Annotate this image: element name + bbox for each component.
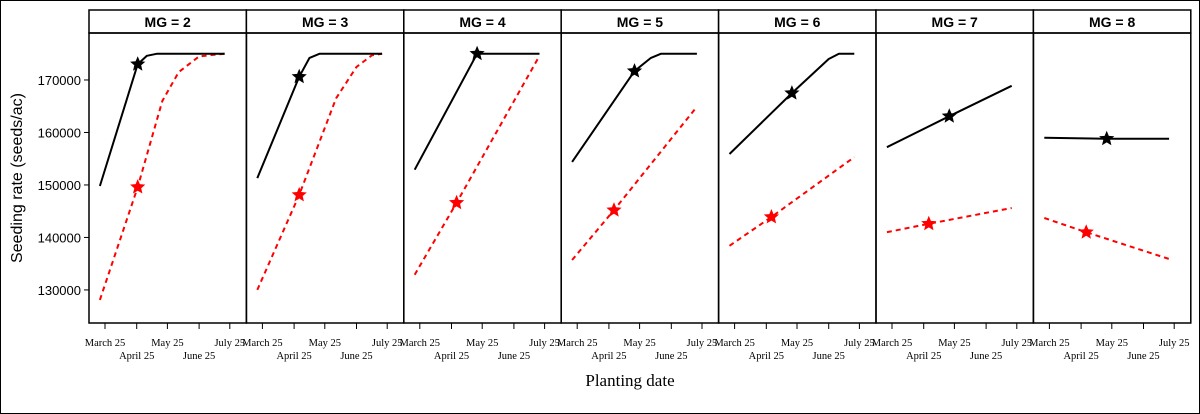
x-tick-label: May 25 (151, 338, 183, 349)
panel-plot-area (717, 32, 877, 324)
panel-plot-area (875, 32, 1035, 324)
red-star-marker (1078, 224, 1094, 239)
x-tick-label: April 25 (276, 351, 311, 362)
x-tick-label: June 25 (970, 351, 1002, 362)
red-series-line (98, 52, 225, 301)
black-star-marker (1099, 130, 1115, 146)
panel-8: MG = 8 March 25 April 25 May 25 June 25July … (1029, 9, 1192, 362)
panel-plot-area (245, 32, 405, 324)
x-tick-label: April 25 (119, 351, 154, 362)
x-tick-label: March 25 (1029, 338, 1070, 349)
y-tick-label: 150000 (38, 178, 81, 193)
red-star-marker (921, 215, 937, 231)
x-tick-label: March 25 (714, 338, 755, 349)
black-star-marker (130, 56, 146, 71)
red-star-marker (606, 202, 622, 217)
black-series-line (413, 52, 540, 171)
red-series-line (728, 156, 855, 247)
black-star-marker (941, 108, 957, 123)
x-tick-label: July 25 (1001, 338, 1032, 349)
black-star-marker (291, 68, 307, 84)
panel-title: MG = 7 (932, 14, 979, 30)
x-tick-label: March 25 (557, 338, 598, 349)
panel-title: MG = 3 (302, 14, 349, 30)
x-tick-label: April 25 (591, 351, 626, 362)
black-star-marker (784, 85, 800, 100)
panel-title: MG = 4 (459, 14, 506, 30)
red-series-line (886, 207, 1012, 234)
x-tick-label: April 25 (434, 351, 469, 362)
red-star-marker (130, 179, 146, 194)
x-tick-label: March 25 (242, 338, 283, 349)
black-series-line (98, 52, 225, 187)
y-axis-label: Seeding rate (seeds/ac) (9, 93, 26, 263)
x-tick-label: July 25 (1159, 338, 1190, 349)
panel-title: MG = 2 (145, 14, 192, 30)
black-series-line (256, 52, 383, 179)
panel-3: MG = 3 March 25 April 25 May 25 June 25July … (242, 9, 405, 362)
red-star-marker (449, 194, 465, 210)
x-tick-label: May 25 (1096, 338, 1128, 349)
x-tick-label: May 25 (623, 338, 655, 349)
x-tick-label: July 25 (372, 338, 403, 349)
x-tick-label: July 25 (214, 338, 245, 349)
x-tick-label: April 25 (1063, 351, 1098, 362)
x-tick-label: July 25 (687, 338, 718, 349)
red-star-marker (763, 209, 779, 224)
x-tick-label: April 25 (906, 351, 941, 362)
x-tick-label: June 25 (183, 351, 215, 362)
black-star-marker (626, 63, 643, 78)
red-series-line (1043, 217, 1170, 260)
x-tick-label: April 25 (749, 351, 784, 362)
x-tick-label: June 25 (498, 351, 530, 362)
panel-plot-area (403, 32, 562, 324)
y-tick-label: 130000 (38, 283, 81, 298)
red-series-line (256, 52, 383, 291)
y-tick-label: 160000 (38, 125, 81, 140)
panel-plot-area (88, 32, 248, 324)
panel-plot-area (560, 32, 720, 324)
x-tick-label: March 25 (85, 338, 126, 349)
x-tick-label: July 25 (529, 338, 560, 349)
black-series-line (728, 52, 855, 155)
y-tick-label: 140000 (38, 230, 81, 245)
red-star-marker (291, 186, 307, 202)
panel-title: MG = 8 (1089, 14, 1136, 30)
black-series-line (571, 52, 697, 163)
x-tick-label: June 25 (340, 351, 372, 362)
y-tick-label: 170000 (38, 73, 81, 88)
x-tick-label: June 25 (813, 351, 845, 362)
x-tick-label: May 25 (309, 338, 341, 349)
panel-plot-area (1032, 32, 1192, 324)
x-tick-label: March 25 (872, 338, 913, 349)
x-tick-label: June 25 (655, 351, 687, 362)
black-star-marker (469, 45, 485, 61)
red-series-line (571, 106, 698, 261)
x-tick-label: March 25 (400, 338, 441, 349)
x-tick-label: July 25 (844, 338, 875, 349)
x-tick-label: May 25 (938, 338, 970, 349)
x-tick-label: June 25 (1127, 351, 1159, 362)
panel-title: MG = 6 (774, 14, 821, 30)
x-axis-label: Planting date (585, 371, 674, 390)
panel-title: MG = 5 (617, 14, 664, 30)
x-tick-label: May 25 (466, 338, 498, 349)
red-series-line (413, 55, 541, 276)
x-tick-label: May 25 (781, 338, 813, 349)
